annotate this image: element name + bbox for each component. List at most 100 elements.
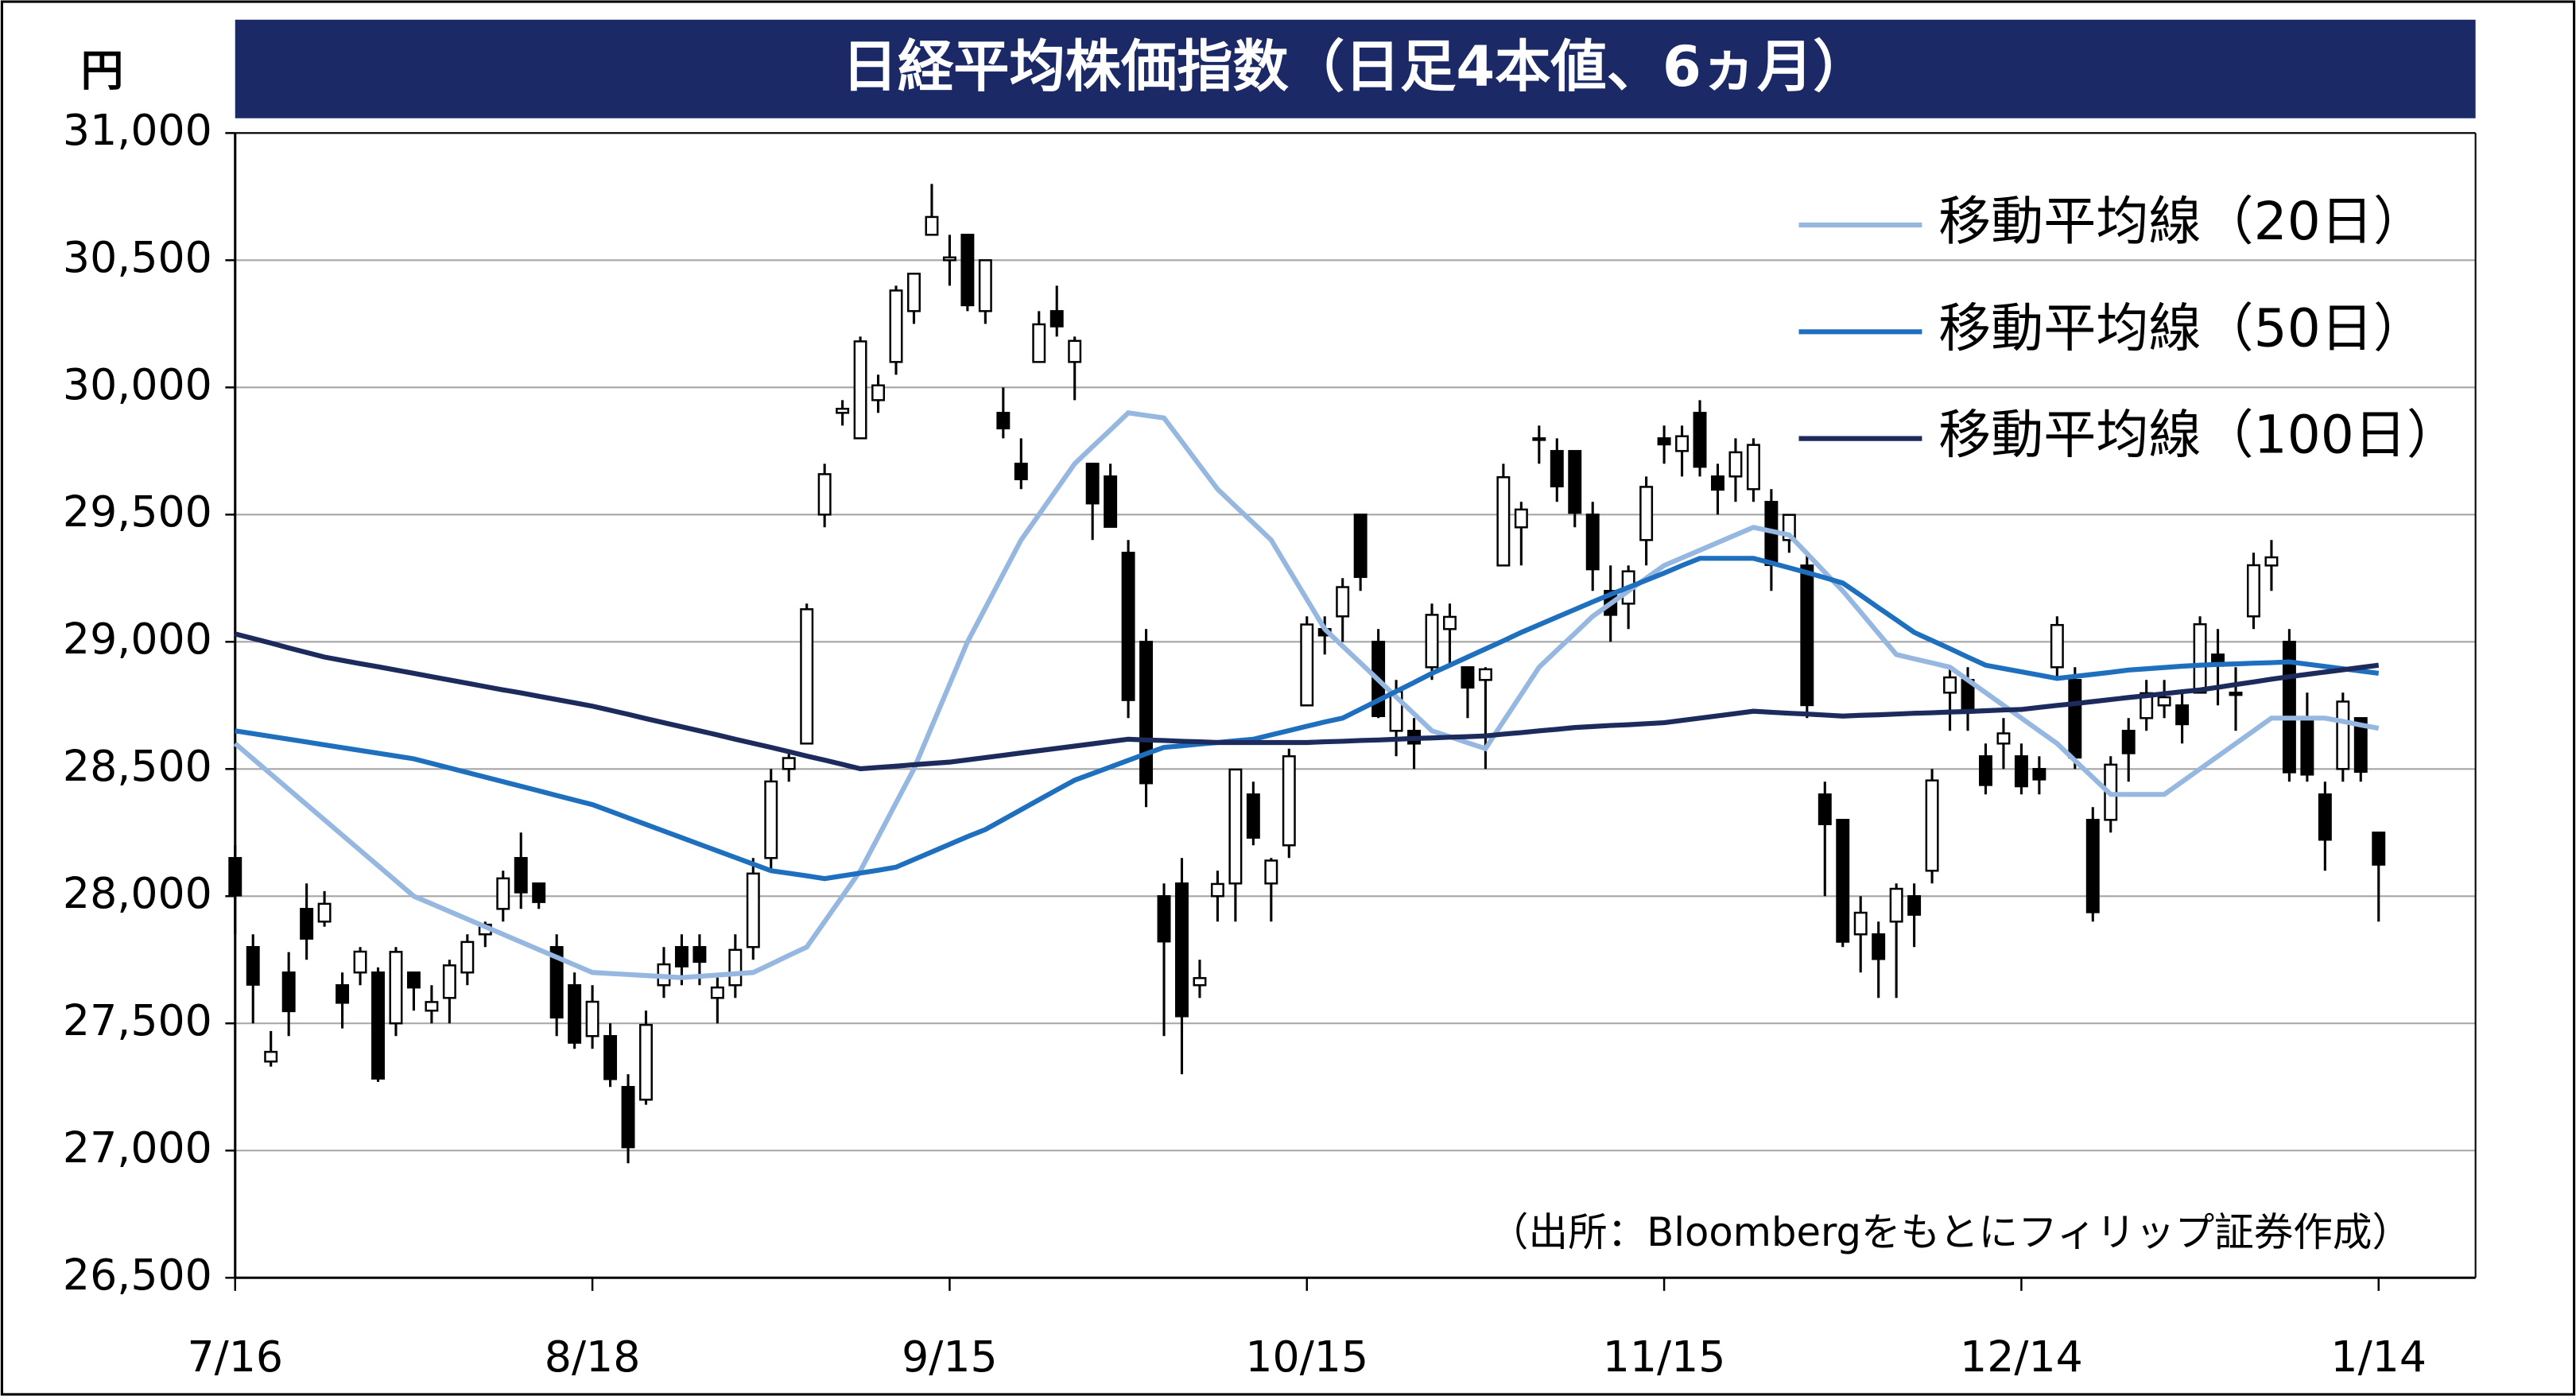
candle-body <box>1300 623 1314 707</box>
candle-body <box>1461 666 1475 689</box>
y-tick-label: 26,500 <box>63 1250 212 1300</box>
candle-body <box>1943 676 1957 694</box>
candle-body <box>1872 933 1886 960</box>
candle-body <box>389 951 403 1025</box>
candle-body <box>978 259 992 312</box>
candle-body <box>371 971 385 1080</box>
candle-body <box>1121 552 1135 701</box>
candle-body <box>1228 768 1243 885</box>
candle-body <box>2157 696 2171 707</box>
candle-body <box>460 940 475 974</box>
candle-body <box>228 857 242 897</box>
candle-body <box>1585 514 1600 571</box>
candle-body <box>336 984 350 1004</box>
candle-body <box>1693 412 1707 468</box>
x-tick-label: 10/15 <box>1245 1332 1368 1382</box>
candle-body <box>1478 668 1492 681</box>
candle-body <box>800 608 814 745</box>
candle-body <box>746 872 760 948</box>
y-tick-label: 30,000 <box>63 359 212 409</box>
y-tick-label: 28,500 <box>63 741 212 791</box>
candle-body <box>353 950 367 974</box>
candle-body <box>2318 793 2332 841</box>
candle-body <box>1514 508 1528 529</box>
candle-body <box>1746 444 1760 491</box>
x-tick-label: 1/14 <box>2330 1332 2427 1382</box>
candle-body <box>2068 679 2082 759</box>
candle-body <box>1085 463 1100 505</box>
candle-body <box>1996 732 2011 745</box>
candle-body <box>406 971 421 989</box>
candle-body <box>246 946 260 986</box>
candle-body <box>300 908 314 940</box>
candle-body <box>1496 476 1511 567</box>
moving-average-line <box>235 556 2380 882</box>
y-tick-label: 28,000 <box>63 868 212 918</box>
candle-body <box>1282 755 1296 847</box>
candle-body <box>568 984 582 1044</box>
source-note: （出所：Bloombergをもとにフィリップ証券作成） <box>1489 1209 2411 1255</box>
legend-label: 移動平均線（20日） <box>1938 191 2426 252</box>
candle-body <box>2336 700 2350 770</box>
candle-body <box>1068 339 1082 363</box>
y-tick-label: 27,000 <box>63 1123 212 1173</box>
candle-body <box>603 1035 618 1080</box>
x-tick-label: 12/14 <box>1960 1332 2083 1382</box>
candle-body <box>2085 819 2100 913</box>
candle-body <box>2014 755 2028 788</box>
candle-body <box>1246 793 1260 839</box>
candle-body <box>1353 514 1368 578</box>
candle-body <box>1907 895 1922 916</box>
candle-body <box>1157 895 1171 943</box>
y-tick-label: 29,500 <box>63 487 212 537</box>
candle-body <box>1532 437 1546 441</box>
candle-body <box>621 1086 635 1149</box>
candle-body <box>2032 768 2046 781</box>
candle-body <box>264 1050 278 1063</box>
legend-label: 移動平均線（50日） <box>1938 297 2426 359</box>
moving-average-line <box>233 410 2380 980</box>
candle-body <box>1425 614 1439 669</box>
candle-body <box>1014 463 1028 481</box>
candle-body <box>728 948 743 987</box>
candle-body <box>549 946 564 1019</box>
candle-body <box>907 273 921 312</box>
x-tick-label: 8/18 <box>545 1332 641 1382</box>
candle-body <box>1139 641 1154 785</box>
candle-body <box>2247 564 2260 618</box>
legend-label: 移動平均線（100日） <box>1938 405 2459 466</box>
candle-body <box>2300 717 2314 776</box>
candle-body <box>692 946 707 964</box>
candle-body <box>1657 437 1671 446</box>
candle-body <box>2121 730 2136 754</box>
candle-body <box>942 256 956 262</box>
candle-body <box>1032 323 1046 363</box>
x-tick-label: 7/16 <box>187 1332 283 1382</box>
moving-average-line <box>235 631 2380 772</box>
candle-body <box>674 946 689 968</box>
candle-body <box>1675 435 1690 452</box>
candle-body <box>2175 704 2190 726</box>
candle-body <box>764 780 778 859</box>
x-tick-label: 9/15 <box>902 1332 998 1382</box>
candle-body <box>1193 977 1207 987</box>
candle-body <box>871 384 886 401</box>
candle-body <box>317 902 332 923</box>
candle-body <box>1049 310 1064 328</box>
title-bar <box>235 19 2476 118</box>
y-tick-label: 29,000 <box>63 614 212 664</box>
y-unit: 円 <box>81 46 124 96</box>
candle-body <box>1818 793 1832 825</box>
candle-body <box>782 757 796 770</box>
candle-body <box>1711 475 1724 491</box>
candle-body <box>710 986 724 999</box>
candle-body <box>1568 450 1582 514</box>
candle-body <box>925 215 939 236</box>
y-tick-label: 31,000 <box>63 105 212 155</box>
candle-body <box>1336 586 1350 618</box>
candle-body <box>2050 623 2064 669</box>
candle-body <box>514 857 528 894</box>
candle-body <box>1800 564 1814 707</box>
